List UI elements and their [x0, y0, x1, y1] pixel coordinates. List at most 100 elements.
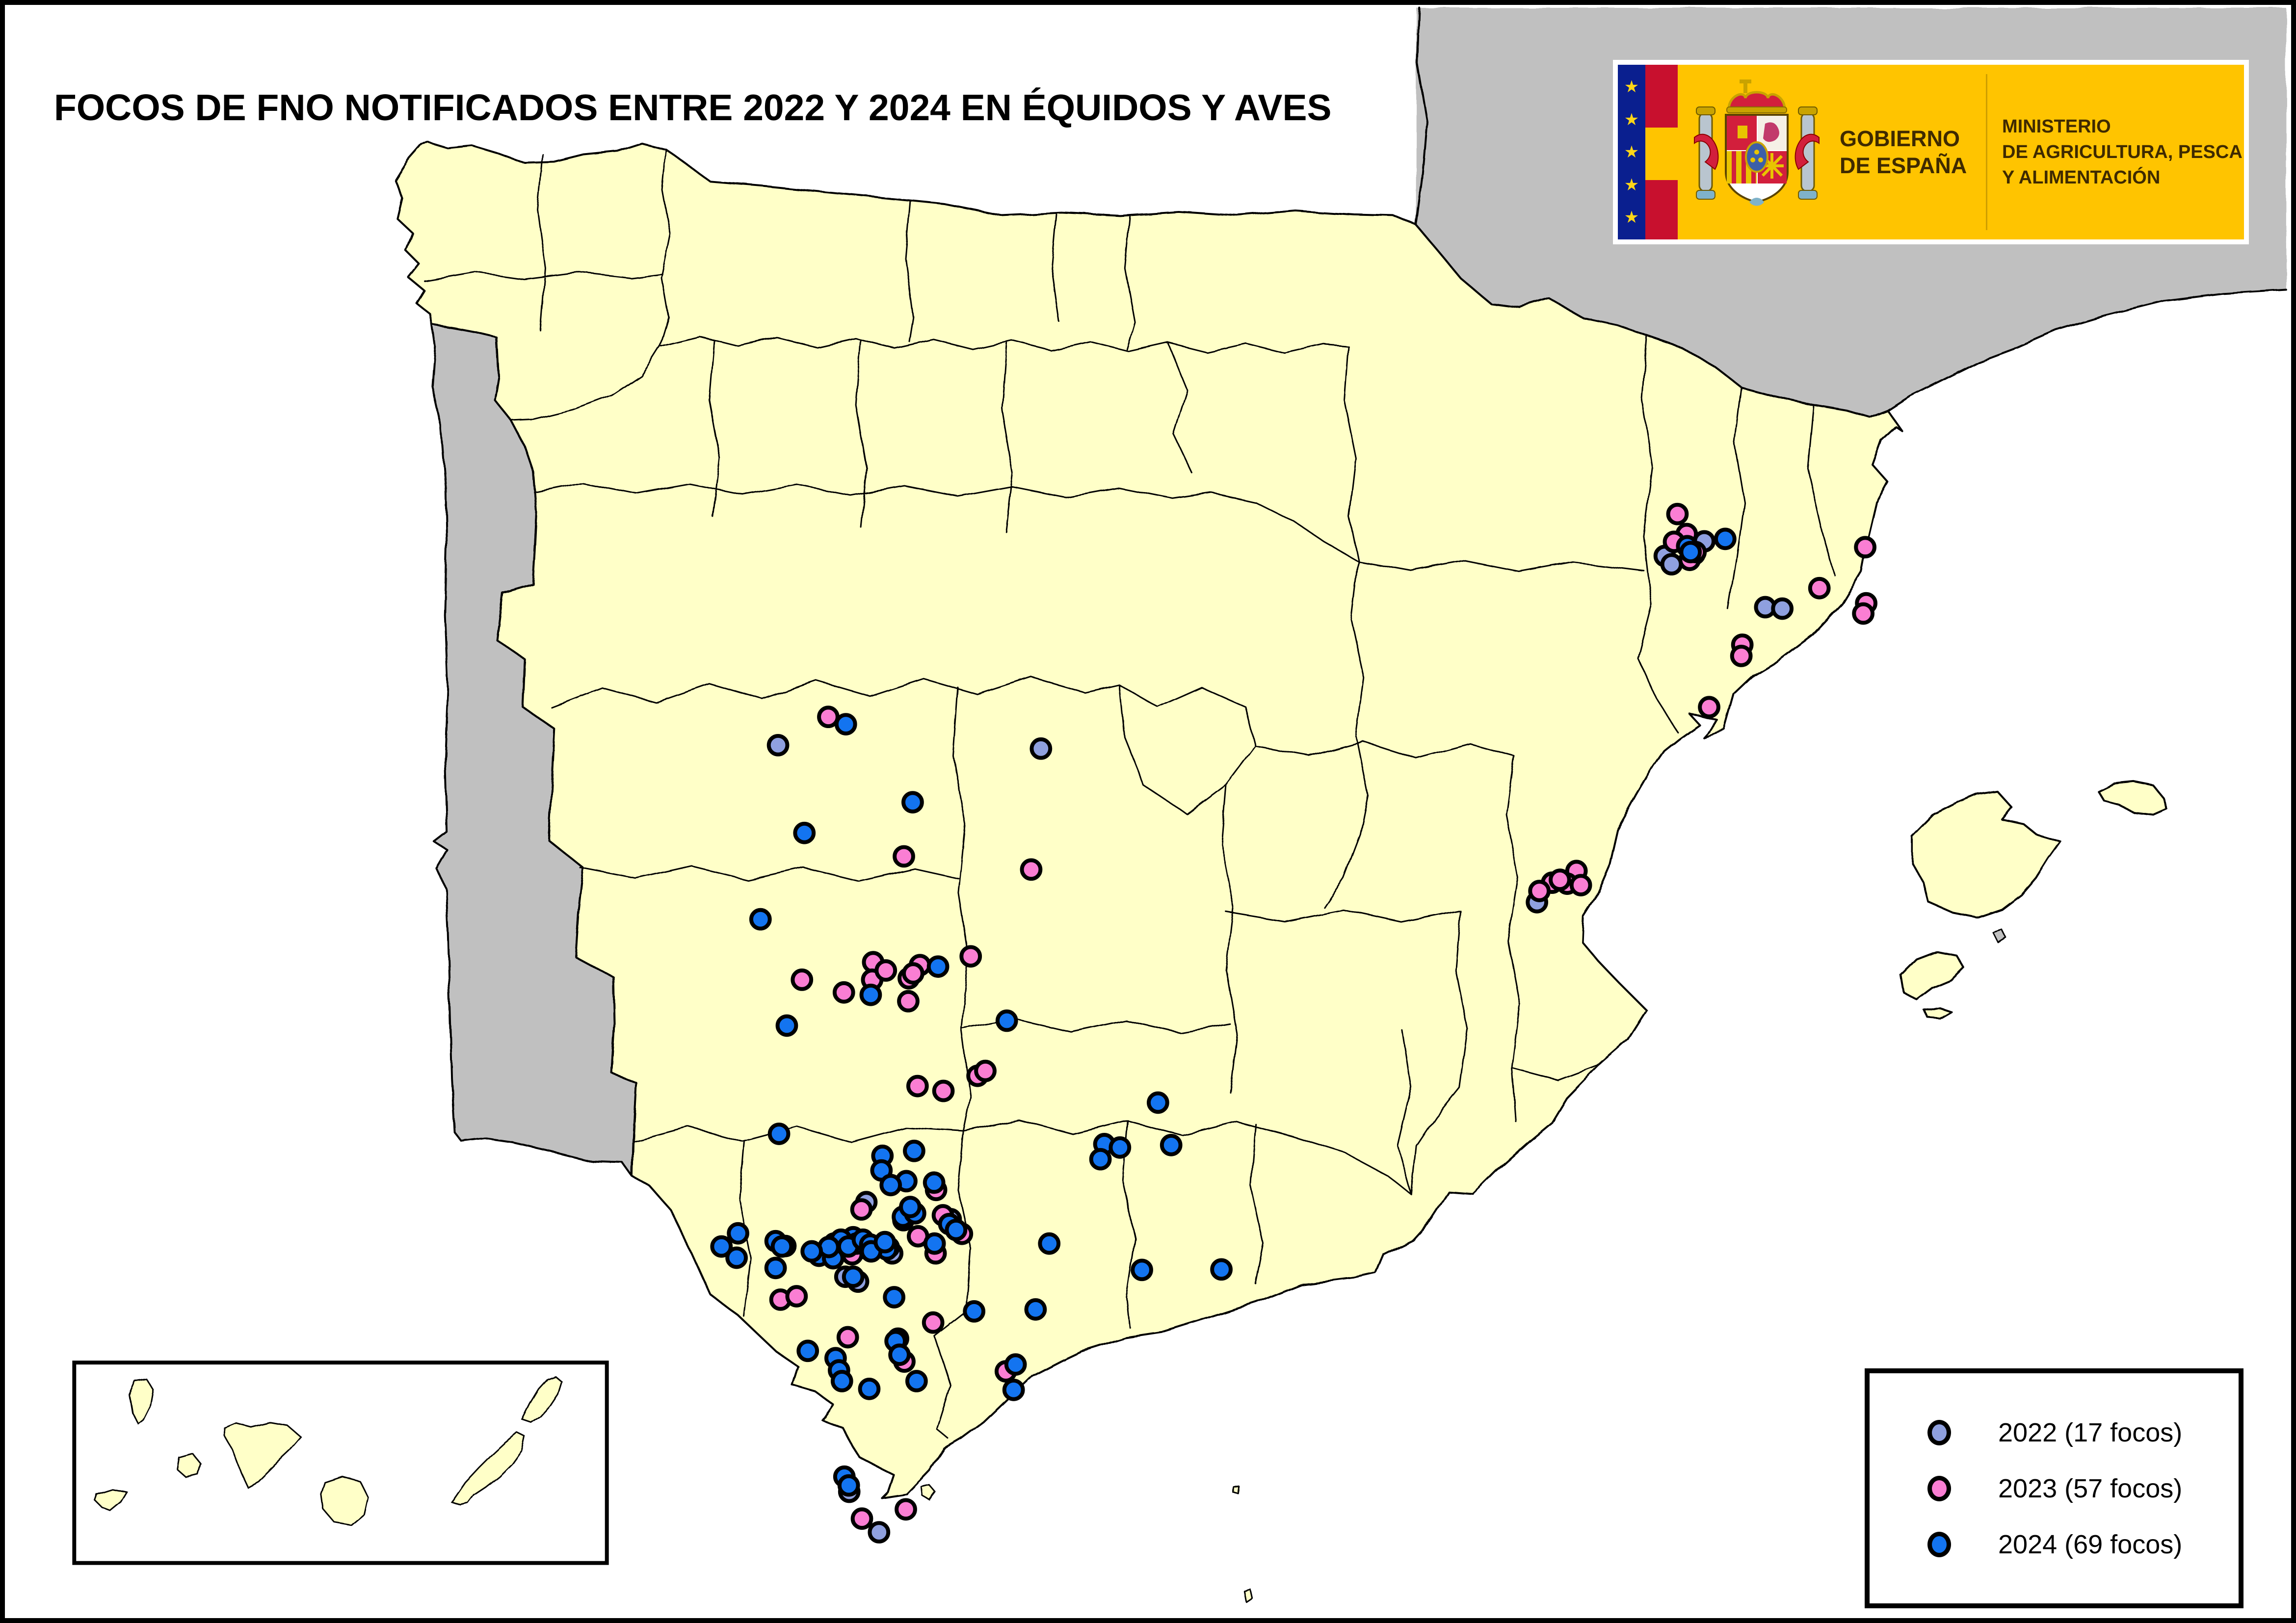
focus-dot-2023: [850, 1198, 873, 1221]
ibiza-island: [1900, 951, 1965, 1001]
tenerife-island: [223, 1421, 303, 1489]
spain-flag-stripe: [1645, 65, 1678, 239]
logo-divider: [1986, 74, 1987, 230]
focus-dot-2023: [974, 1059, 997, 1082]
legend-dot-2023: [1927, 1475, 1951, 1501]
focus-dot-2024: [899, 1196, 922, 1218]
page-title: FOCOS DE FNO NOTIFICADOS ENTRE 2022 Y 20…: [54, 87, 1332, 128]
focus-dot-2023: [785, 1285, 808, 1308]
spain-coat-of-arms-icon: [1694, 79, 1820, 206]
focus-dot-2024: [888, 1343, 911, 1366]
focus-dot-2023: [902, 962, 924, 985]
focus-dot-2024: [1038, 1232, 1061, 1255]
focus-dot-2024: [1147, 1091, 1169, 1114]
focus-dot-2023: [932, 1079, 955, 1102]
focus-dot-2024: [800, 1240, 823, 1263]
legend-row-2023: 2023 (57 focos): [1927, 1473, 2239, 1504]
eu-star-icon: ★: [1624, 110, 1639, 129]
focus-dot-2024: [926, 955, 950, 978]
spain-map: [7, 5, 2289, 1618]
focus-dot-2022: [766, 733, 790, 757]
ministry-name-line1: MINISTERIO: [2002, 116, 2111, 137]
focus-dot-2024: [1714, 527, 1737, 550]
focus-dot-2024: [995, 1009, 1018, 1032]
focus-dot-2024: [923, 1232, 946, 1255]
flag-yellow-mid: [1645, 128, 1678, 180]
focus-dot-2024: [1004, 1353, 1027, 1376]
focus-dot-2023: [1666, 502, 1689, 525]
focus-dot-2023: [893, 845, 915, 868]
focus-dot-2024: [879, 1174, 902, 1197]
focus-dot-2023: [1730, 645, 1753, 667]
canary-inset: [72, 1361, 609, 1565]
focus-dot-2023: [959, 945, 982, 968]
focus-dot-2024: [1679, 541, 1702, 564]
logo-main-panel: GOBIERNO DE ESPAÑA MINISTERIO DE AGRICUL…: [1678, 65, 2244, 239]
focus-dot-2024: [905, 1370, 928, 1392]
focus-dot-2023: [850, 1507, 873, 1530]
focus-dot-2024: [834, 713, 857, 735]
province-borders: [423, 149, 1836, 1440]
cabrera-islet: [1992, 929, 2006, 943]
tarifa-islet: [1243, 1588, 1253, 1602]
focus-dot-2023: [1854, 536, 1876, 559]
eu-flag-band: ★ ★ ★ ★ ★: [1618, 65, 1645, 239]
legend-dot-2022: [1927, 1419, 1951, 1445]
focus-dot-2024: [770, 1235, 793, 1258]
focus-dot-2022: [1771, 597, 1794, 620]
focus-dot-2024: [796, 1339, 819, 1362]
sancti-petri-islet: [921, 1485, 937, 1501]
focus-dot-2023: [1569, 874, 1592, 896]
focus-dot-2023: [832, 981, 855, 1004]
focus-dot-2023: [1020, 858, 1043, 881]
legend: 2022 (17 focos) 2023 (57 focos) 2024 (69…: [1865, 1368, 2243, 1608]
france-coastline: [1415, 6, 1428, 227]
focus-dot-2024: [767, 1123, 791, 1145]
focus-dot-2022: [1029, 737, 1053, 760]
canary-inset-box: [72, 1361, 609, 1565]
focus-dot-2022: [1660, 553, 1683, 576]
eu-star-icon: ★: [1624, 143, 1639, 161]
government-name-line1: GOBIERNO: [1840, 126, 1960, 151]
focus-dot-2022: [868, 1521, 891, 1544]
focus-dot-2024: [764, 1257, 787, 1280]
focus-dot-2024: [1089, 1148, 1112, 1171]
focus-dot-2023: [922, 1311, 945, 1334]
focus-dot-2024: [830, 1370, 853, 1392]
focus-dot-2023: [1528, 880, 1551, 902]
ministry-name: MINISTERIO DE AGRICULTURA, PESCA Y ALIME…: [2002, 114, 2243, 190]
gran-canaria-island: [320, 1476, 369, 1526]
focus-dot-2024: [859, 983, 882, 1006]
el-hierro-island: [93, 1488, 128, 1511]
focus-dot-2024: [793, 821, 816, 844]
alboran-islet: [1231, 1485, 1239, 1493]
focus-dots-2024: [710, 527, 1737, 1497]
legend-dot-2024: [1927, 1531, 1951, 1557]
legend-row-2024: 2024 (69 focos): [1927, 1529, 2239, 1560]
focus-dot-2023: [895, 1498, 917, 1521]
focus-dot-2024: [710, 1235, 733, 1258]
focus-dot-2023: [836, 1326, 859, 1349]
la-gomera-island: [177, 1453, 202, 1479]
spain-landmass: [394, 140, 1902, 1499]
focus-dot-2024: [1131, 1258, 1153, 1282]
focus-dot-2024: [1210, 1258, 1233, 1281]
government-name-line2: DE ESPAÑA: [1840, 153, 1967, 178]
flag-red-top: [1645, 65, 1678, 128]
menorca-island: [2097, 780, 2167, 815]
legend-label-2024: 2024 (69 focos): [1998, 1529, 2183, 1559]
focus-dot-2024: [903, 1139, 925, 1162]
focus-dot-2023: [1852, 602, 1874, 625]
focus-dot-2024: [858, 1377, 881, 1400]
flag-red-bottom: [1645, 180, 1678, 239]
focus-dot-2024: [837, 1474, 860, 1497]
legend-label-2022: 2022 (17 focos): [1998, 1417, 2183, 1447]
focus-dot-2024: [1108, 1136, 1132, 1159]
government-name: GOBIERNO DE ESPAÑA: [1840, 125, 1977, 179]
fuerteventura-island: [450, 1432, 526, 1506]
legend-row-2022: 2022 (17 focos): [1927, 1417, 2239, 1448]
eu-star-icon: ★: [1624, 175, 1639, 194]
focus-dot-2024: [727, 1222, 749, 1245]
eu-star-icon: ★: [1624, 78, 1639, 96]
